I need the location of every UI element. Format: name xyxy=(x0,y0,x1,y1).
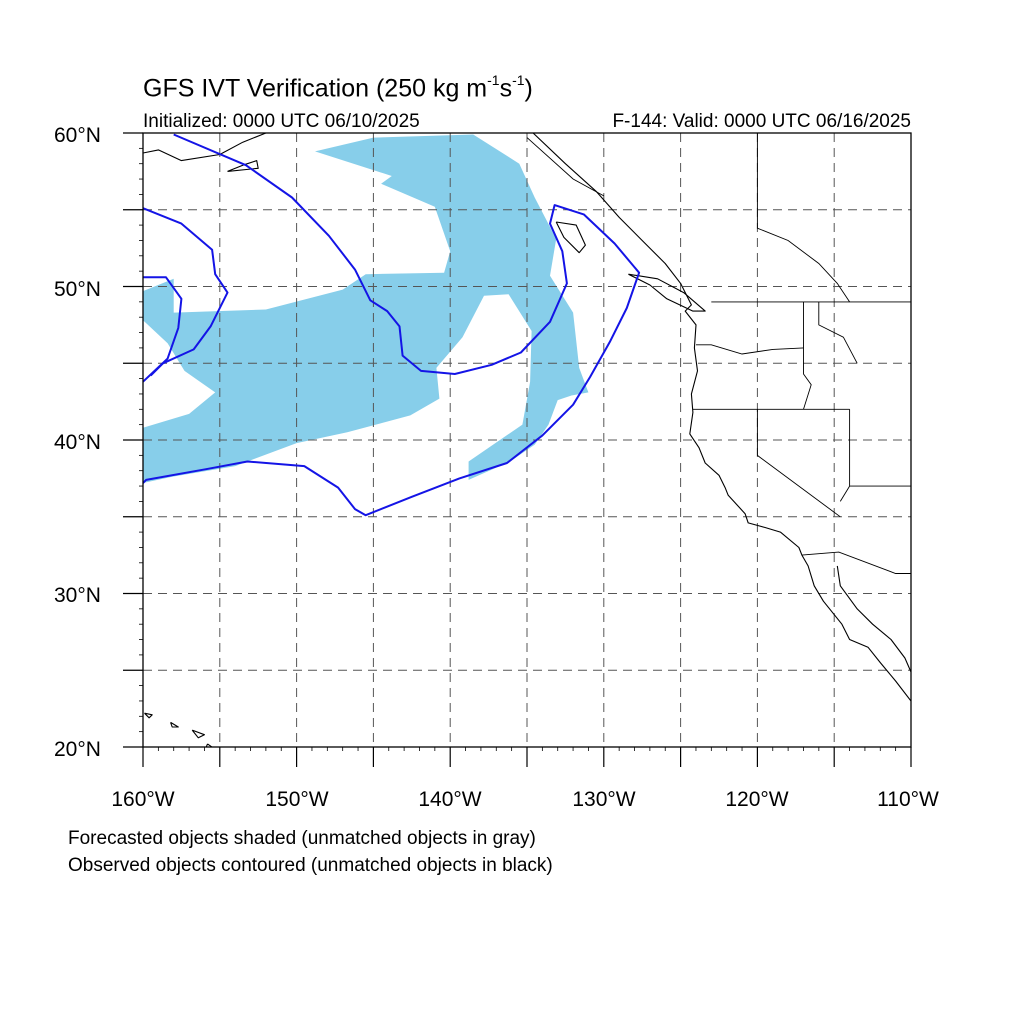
lon-label-130w: 130°W xyxy=(572,788,636,811)
wa-or-border xyxy=(696,344,804,355)
lon-label-140w: 140°W xyxy=(418,788,482,811)
lon-label-110w: 110°W xyxy=(877,788,939,811)
lon-label-150w: 150°W xyxy=(265,788,329,811)
map-title: GFS IVT Verification (250 kg m-1s-1) xyxy=(143,72,533,103)
lat-label-40: 40°N xyxy=(54,431,101,454)
hawaii-islands xyxy=(144,712,153,719)
lat-label-20: 20°N xyxy=(54,738,101,761)
id-border xyxy=(803,301,812,410)
observed-ivt-contour-west xyxy=(143,207,229,377)
bc-alaska-border xyxy=(526,137,605,197)
lon-label-120w: 120°W xyxy=(725,788,789,811)
lat-label-60: 60°N xyxy=(54,124,101,147)
observed-ivt-contour-main xyxy=(143,133,641,517)
observed-ivt-contour-western-edge xyxy=(143,276,183,383)
nv-ut-border xyxy=(839,409,851,502)
lat-label-50: 50°N xyxy=(54,278,101,301)
us-mexico-border xyxy=(801,551,911,574)
forecast-ivt-object xyxy=(143,134,589,483)
gulf-of-california-coast xyxy=(836,565,911,701)
lat-label-30: 30°N xyxy=(54,584,101,607)
haida-gwaii-coast xyxy=(555,221,586,254)
footer-forecast-note: Forecasted objects shaded (unmatched obj… xyxy=(68,828,536,849)
footer-observed-note: Observed objects contoured (unmatched ob… xyxy=(68,855,553,876)
initialized-time: Initialized: 0000 UTC 06/10/2025 xyxy=(143,111,420,132)
hawaii-islands-3 xyxy=(191,729,205,739)
alaska-peninsula-coastline xyxy=(143,133,267,162)
mt-id-border xyxy=(818,301,858,364)
kodiak-island-coast xyxy=(227,160,259,172)
hawaii-islands-2 xyxy=(170,721,179,728)
north-america-coastline xyxy=(532,133,911,702)
canada-province-border xyxy=(756,133,850,303)
map-layers xyxy=(143,133,911,747)
lon-label-160w: 160°W xyxy=(111,788,175,811)
ca-nv-border xyxy=(756,409,841,518)
vancouver-island-coast xyxy=(628,273,706,312)
valid-time: F-144: Valid: 0000 UTC 06/16/2025 xyxy=(612,111,911,132)
